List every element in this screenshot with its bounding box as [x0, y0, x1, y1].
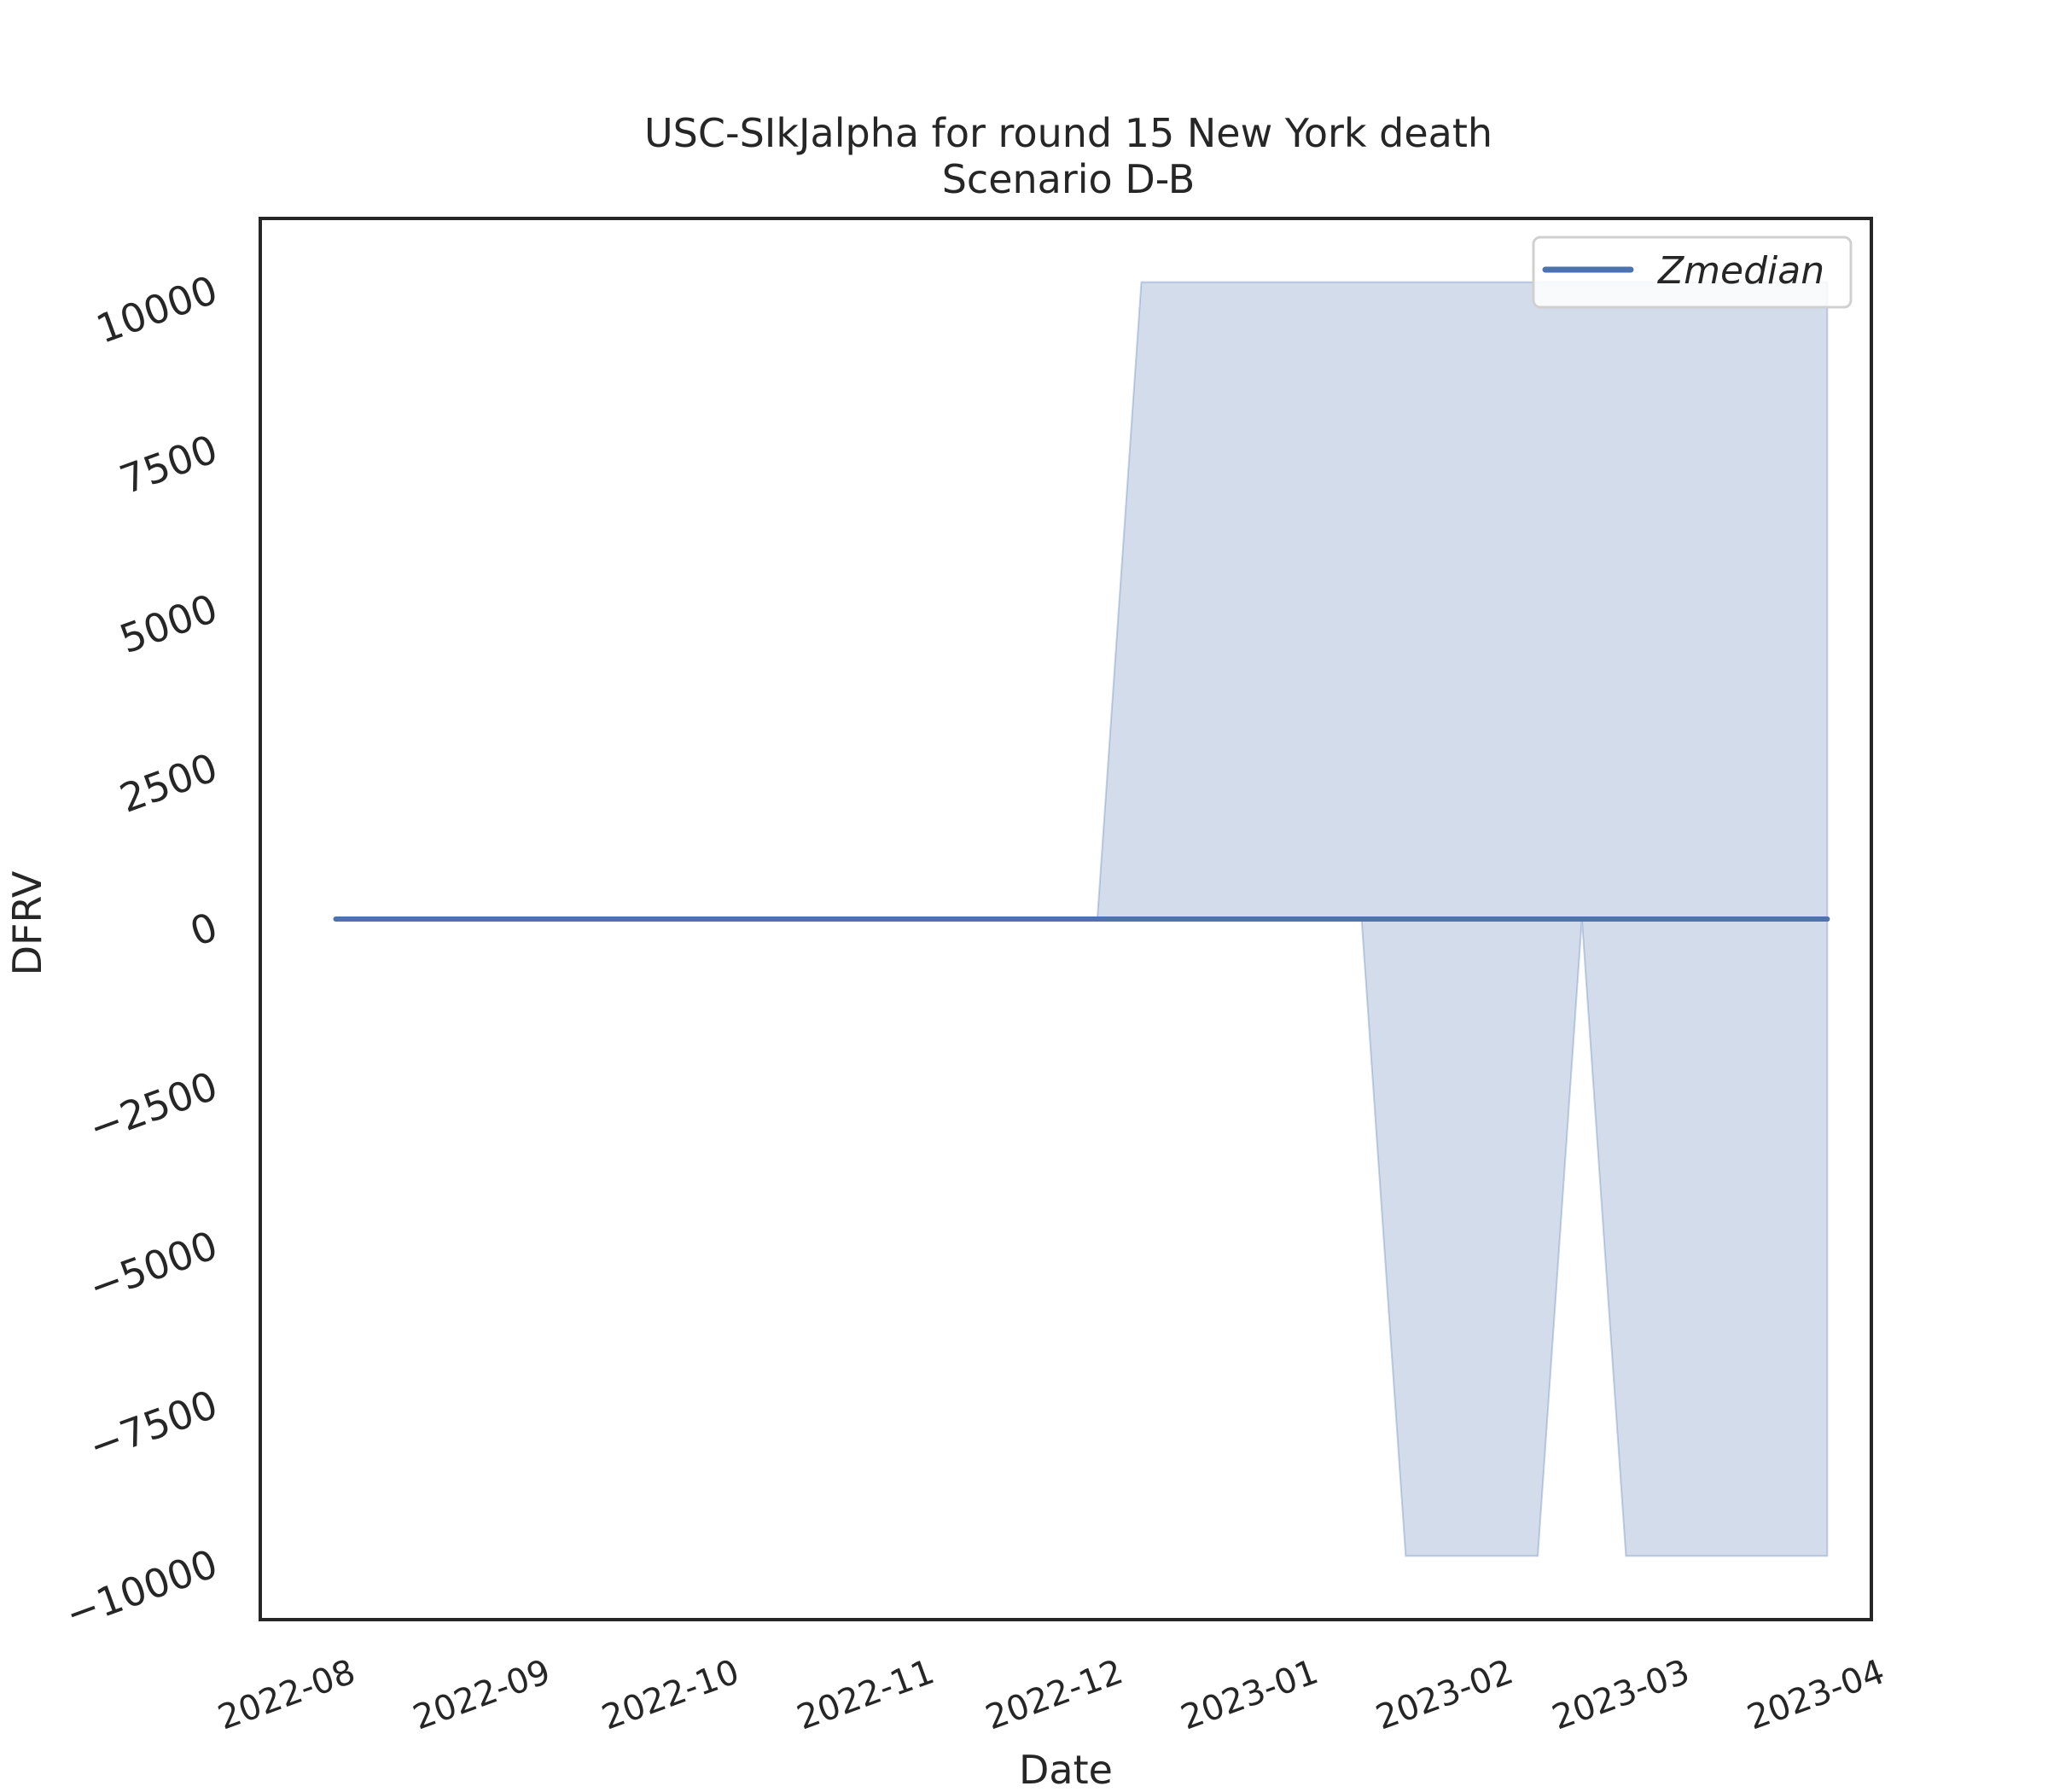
plot-frame — [259, 217, 1873, 1621]
legend-label: Zmedian — [1657, 249, 1824, 293]
x-axis-label: Date — [1019, 1747, 1113, 1792]
x-tick-label: 2023-01 — [1176, 1652, 1324, 1737]
x-tick-label: 2023-03 — [1547, 1652, 1695, 1737]
y-tick-label: 10000 — [90, 266, 224, 352]
y-tick-label: −7500 — [83, 1381, 224, 1469]
x-tick-label: 2022-11 — [792, 1652, 940, 1737]
y-tick-label: −10000 — [60, 1540, 224, 1638]
y-axis-label: DFRV — [4, 870, 50, 975]
x-tick-label: 2023-02 — [1371, 1652, 1519, 1737]
x-tick-label: 2022-12 — [980, 1652, 1128, 1737]
y-axis-ticks: −10000 −7500 −5000 −2500 0 2500 5000 7500 10000 — [60, 266, 224, 1638]
x-tick-label: 2023-04 — [1743, 1652, 1890, 1737]
y-tick-label: −2500 — [83, 1062, 224, 1151]
x-tick-label: 2022-10 — [596, 1652, 744, 1737]
x-tick-label: 2022-09 — [408, 1652, 556, 1737]
y-tick-label: −5000 — [83, 1222, 224, 1311]
y-tick-label: 5000 — [113, 585, 223, 662]
y-tick-label: 0 — [184, 904, 224, 956]
chart-subtitle: Scenario D-B — [942, 156, 1196, 202]
y-tick-label: 7500 — [113, 426, 223, 503]
legend: Zmedian — [1532, 236, 1853, 309]
legend-box — [1532, 236, 1853, 309]
x-axis-ticks: 2022-08 2022-09 2022-10 2022-11 2022-12 2023-… — [213, 1652, 1890, 1737]
chart-title: USC-SIkJalpha for round 15 New York deat… — [644, 110, 1492, 156]
x-tick-label: 2022-08 — [213, 1652, 361, 1737]
y-tick-label: 2500 — [113, 744, 223, 822]
